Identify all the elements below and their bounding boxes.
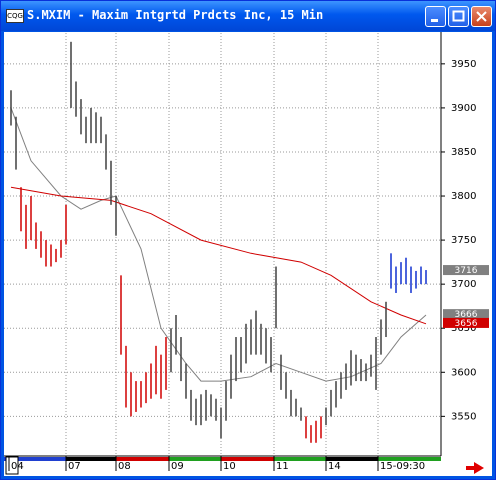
- close-button[interactable]: [471, 6, 492, 27]
- y-tick-label: 3800: [451, 191, 476, 202]
- title-bar: CQG S.MXIM - Maxim Intgrtd Prdcts Inc, 1…: [1, 1, 495, 31]
- x-tick-label: 14: [328, 461, 341, 472]
- x-tick-label: 08: [118, 461, 131, 472]
- time-strip: [4, 457, 441, 461]
- y-tick-label: 3900: [451, 103, 476, 114]
- window-title: S.MXIM - Maxim Intgrtd Prdcts Inc, 15 Mi…: [27, 8, 324, 22]
- x-tick-label: 15-09:30: [380, 461, 425, 472]
- price-marker-label: 3656: [455, 319, 478, 329]
- minimize-button[interactable]: [425, 6, 446, 27]
- y-tick-label: 3650: [451, 323, 476, 334]
- y-tick-label: 3700: [451, 279, 476, 290]
- y-tick-label: 3550: [451, 411, 476, 422]
- y-tick-label: 3950: [451, 59, 476, 70]
- x-tick-label: 11: [276, 461, 289, 472]
- x-tick-label: 10: [223, 461, 236, 472]
- y-tick-label: 3750: [451, 235, 476, 246]
- chart: 3550 3600 3650 3700 3750 3800 3850 3900 3950 04 07…: [4, 32, 492, 476]
- maximize-button[interactable]: [448, 6, 469, 27]
- y-tick-label: 3850: [451, 147, 476, 158]
- price-marker: [443, 309, 489, 320]
- y-tick-label: 3600: [451, 367, 476, 378]
- x-tick-label: 04: [11, 461, 24, 472]
- scroll-arrow[interactable]: [466, 462, 484, 474]
- price-marker-label: 3716: [455, 266, 478, 276]
- moving-average: [10, 186, 427, 325]
- app-icon: CQG: [6, 9, 24, 23]
- price-marker-label: 3666: [455, 310, 478, 320]
- x-tick-label: 07: [68, 461, 81, 472]
- price-marker: [443, 265, 489, 276]
- x-tick-label: 09: [171, 461, 184, 472]
- price-marker: [443, 317, 489, 328]
